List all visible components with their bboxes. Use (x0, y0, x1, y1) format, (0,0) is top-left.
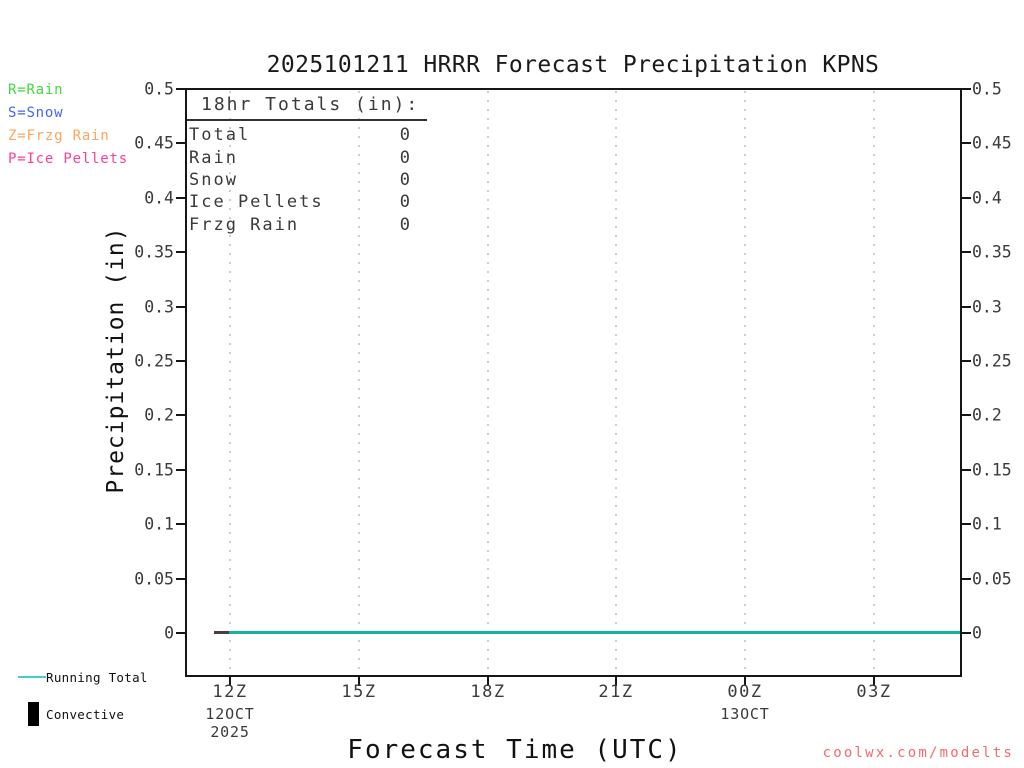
totals-table: Total 0 Rain 0 Snow 0 Ice Pellets 0 Frzg… (189, 124, 412, 236)
x-tick (873, 677, 875, 686)
y-tick-left (176, 632, 185, 634)
legend-frzg-rain-label: Z=Frzg Rain (8, 128, 110, 144)
y-tick-right (962, 197, 971, 199)
y-tick-label-right: 0.05 (972, 569, 1012, 589)
totals-header: 18hr Totals (in): (187, 94, 427, 121)
y-tick-label-right: 0.4 (972, 188, 1002, 208)
y-tick-label-left: 0.05 (134, 569, 174, 589)
gridline-21z (615, 91, 617, 674)
x-date-label-13oct: 13OCT (720, 705, 770, 723)
running-total-legend-label: Running Total (46, 670, 148, 685)
y-tick-left (176, 88, 185, 90)
totals-row-value: 0 (399, 192, 412, 213)
totals-row-label: Total (189, 125, 251, 146)
gridline-18z (487, 91, 489, 674)
totals-row-value: 0 (399, 147, 412, 168)
gridline-15z (358, 91, 360, 674)
gridline-03z (873, 91, 875, 674)
totals-row-label: Snow (189, 169, 238, 190)
y-tick-left (176, 360, 185, 362)
y-tick-right (962, 251, 971, 253)
y-tick-label-right: 0 (972, 623, 982, 643)
y-tick-right (962, 306, 971, 308)
gridline-00z (744, 91, 746, 674)
y-tick-label-left: 0 (164, 623, 174, 643)
y-tick-label-right: 0.45 (972, 133, 1012, 153)
plot-frame (185, 88, 962, 677)
y-tick-left (176, 578, 185, 580)
convective-legend-label: Convective (46, 707, 125, 722)
y-tick-left (176, 469, 185, 471)
y-tick-label-right: 0.15 (972, 460, 1012, 480)
y-tick-label-left: 0.1 (144, 514, 174, 534)
y-tick-right (962, 523, 971, 525)
totals-row-label: Rain (189, 147, 238, 168)
y-tick-label-left: 0.45 (134, 133, 174, 153)
y-tick-label-left: 0.3 (144, 297, 174, 317)
totals-row-ice-pellets: Ice Pellets 0 (189, 191, 412, 213)
y-tick-left (176, 197, 185, 199)
totals-row-value: 0 (399, 169, 412, 190)
y-tick-right (962, 142, 971, 144)
totals-row-value: 0 (399, 214, 412, 235)
line-lead-segment (214, 631, 230, 634)
y-tick-label-left: 0.25 (134, 351, 174, 371)
y-tick-left (176, 306, 185, 308)
watermark-link: coolwx.com/modelts (822, 745, 1014, 761)
y-tick-label-left: 0.35 (134, 242, 174, 262)
chart-title: 2025101211 HRRR Forecast Precipitation K… (266, 52, 880, 78)
totals-row-total: Total 0 (189, 124, 412, 146)
x-axis-title: Forecast Time (UTC) (347, 735, 683, 765)
x-tick (744, 677, 746, 686)
totals-row-value: 0 (399, 125, 412, 146)
x-tick (487, 677, 489, 686)
x-tick (358, 677, 360, 686)
convective-swatch (28, 702, 39, 726)
running-total-swatch (18, 676, 46, 678)
x-tick-label: 15Z (341, 682, 377, 702)
x-tick-label: 00Z (727, 682, 763, 702)
y-tick-right (962, 469, 971, 471)
x-tick-label: 18Z (470, 682, 506, 702)
y-tick-right (962, 632, 971, 634)
y-tick-label-right: 0.35 (972, 242, 1012, 262)
x-tick (229, 677, 231, 686)
x-tick-label: 21Z (598, 682, 634, 702)
x-tick-label: 12Z (212, 682, 248, 702)
x-tick-label: 03Z (856, 682, 892, 702)
y-tick-label-left: 0.5 (144, 79, 174, 99)
y-axis-title: Precipitation (in) (103, 226, 129, 494)
y-tick-label-left: 0.2 (144, 405, 174, 425)
y-tick-label-right: 0.3 (972, 297, 1002, 317)
totals-row-frzg-rain: Frzg Rain 0 (189, 214, 412, 236)
y-tick-left (176, 251, 185, 253)
y-tick-left (176, 523, 185, 525)
y-tick-right (962, 88, 971, 90)
y-tick-left (176, 414, 185, 416)
totals-row-rain: Rain 0 (189, 146, 412, 168)
y-tick-label-right: 0.5 (972, 79, 1002, 99)
y-tick-right (962, 414, 971, 416)
y-tick-label-right: 0.2 (972, 405, 1002, 425)
x-date-label-2025: 2025 (210, 723, 250, 741)
x-tick (615, 677, 617, 686)
totals-row-label: Ice Pellets (189, 192, 324, 213)
y-tick-left (176, 142, 185, 144)
running-total-line (229, 631, 960, 634)
legend-snow-label: S=Snow (8, 105, 64, 121)
totals-row-snow: Snow 0 (189, 169, 412, 191)
legend-rain-label: R=Rain (8, 82, 64, 98)
x-date-label-12oct: 12OCT (205, 705, 255, 723)
y-tick-label-left: 0.4 (144, 188, 174, 208)
y-tick-label-left: 0.15 (134, 460, 174, 480)
gridline-12z (229, 91, 231, 674)
y-tick-label-right: 0.25 (972, 351, 1012, 371)
y-tick-right (962, 360, 971, 362)
legend-ice-pellets-label: P=Ice Pellets (8, 151, 128, 167)
y-tick-right (962, 578, 971, 580)
totals-row-label: Frzg Rain (189, 214, 300, 235)
y-tick-label-right: 0.1 (972, 514, 1002, 534)
